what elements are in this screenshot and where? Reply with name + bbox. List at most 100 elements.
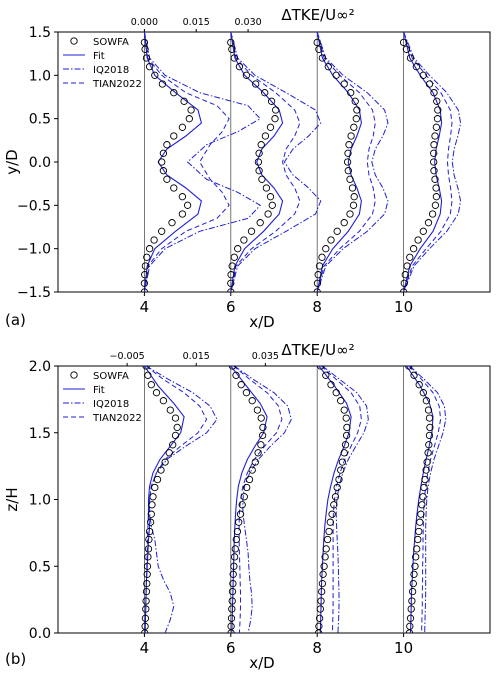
sowfa-point-x4 xyxy=(142,597,150,605)
sowfa-point-x10 xyxy=(400,279,408,287)
sowfa-point-x8 xyxy=(327,381,335,389)
sowfa-point-x10 xyxy=(406,614,415,622)
sowfa-point-x6 xyxy=(227,279,235,287)
sowfa-point-x4 xyxy=(180,97,188,105)
sowfa-point-x8 xyxy=(338,458,347,466)
sowfa-point-x8 xyxy=(317,597,325,605)
sowfa-point-x8 xyxy=(337,466,345,474)
sowfa-point-x8 xyxy=(340,219,348,227)
sowfa-point-x8 xyxy=(353,106,361,114)
sowfa-point-x4 xyxy=(144,553,152,561)
panel-label: (a) xyxy=(5,311,26,329)
x-tick-label: 6 xyxy=(226,639,236,657)
sowfa-point-x8 xyxy=(316,605,324,613)
sowfa-point-x8 xyxy=(340,406,348,414)
sowfa-point-x8 xyxy=(323,535,332,544)
sowfa-point-x4 xyxy=(173,423,181,432)
y-axis-label: y/D xyxy=(3,149,21,174)
sowfa-point-x8 xyxy=(315,45,323,53)
x-tick-label: 8 xyxy=(312,639,322,657)
sowfa-point-x6 xyxy=(258,175,266,183)
sowfa-point-x10 xyxy=(407,605,415,613)
sowfa-point-x4 xyxy=(161,458,169,466)
sowfa-point-x8 xyxy=(333,483,341,492)
sowfa-point-x8 xyxy=(347,89,355,97)
sowfa-point-x10 xyxy=(405,629,414,633)
sowfa-point-x4 xyxy=(185,115,193,123)
sowfa-point-x4 xyxy=(171,414,180,422)
sowfa-point-x8 xyxy=(344,167,352,175)
sowfa-point-x10 xyxy=(417,510,425,518)
sowfa-point-x8 xyxy=(343,158,352,166)
sowfa-point-x6 xyxy=(228,366,237,370)
sowfa-point-x4 xyxy=(143,562,152,570)
sowfa-point-x6 xyxy=(237,381,245,389)
sowfa-point-x4 xyxy=(144,371,152,379)
sowfa-point-x4 xyxy=(163,175,171,183)
sowfa-point-x4 xyxy=(145,535,153,544)
chart-panel-a: 4 6 8 10 −1.5 −1.0 −0.5 0.0 0.5 1.0 1.5 0.000 0.015 0… xyxy=(3,6,491,331)
sowfa-point-x6 xyxy=(228,597,236,605)
sowfa-point-x10 xyxy=(434,106,442,114)
sowfa-point-x10 xyxy=(425,80,434,88)
sowfa-point-x8 xyxy=(330,501,338,509)
panel-label: (b) xyxy=(5,650,26,668)
sowfa-point-x8 xyxy=(318,587,326,596)
sowfa-point-x4 xyxy=(157,466,165,474)
legend-marker-sowfa xyxy=(70,371,78,379)
sowfa-point-x8 xyxy=(319,570,327,578)
sowfa-point-x6 xyxy=(254,158,263,166)
sowfa-point-x10 xyxy=(415,381,423,389)
sowfa-point-x10 xyxy=(425,441,433,449)
sowfa-point-x6 xyxy=(255,149,263,157)
sowfa-point-x4 xyxy=(146,518,155,526)
y-tick-label: 1.5 xyxy=(29,426,51,442)
sowfa-point-x8 xyxy=(352,115,360,123)
x-tick-label: 4 xyxy=(140,639,150,657)
sowfa-point-x4 xyxy=(142,54,151,62)
sowfa-point-x6 xyxy=(230,54,238,62)
fit-line-x4 xyxy=(143,32,203,292)
fit-line-x6 xyxy=(230,366,268,633)
sowfa-point-x8 xyxy=(320,562,328,570)
sowfa-point-x4 xyxy=(143,253,151,261)
sowfa-point-x4 xyxy=(153,475,162,484)
sowfa-point-x8 xyxy=(351,97,359,105)
sowfa-point-x8 xyxy=(318,54,327,62)
sowfa-point-x10 xyxy=(430,158,438,166)
legend-label: TIAN2022 xyxy=(92,413,142,424)
sowfa-point-x8 xyxy=(346,175,354,183)
sowfa-point-x10 xyxy=(422,466,430,474)
sowfa-point-x4 xyxy=(149,493,157,501)
sowfa-point-x6 xyxy=(268,201,276,209)
y-tick-label: 0.0 xyxy=(29,155,51,171)
iq2018-line-x10 xyxy=(403,32,462,292)
sowfa-point-x6 xyxy=(227,629,235,633)
sowfa-point-x8 xyxy=(350,123,358,131)
chart-title: ΔTKE/U∞² xyxy=(281,6,354,24)
sowfa-point-x4 xyxy=(159,397,168,405)
sowfa-point-x6 xyxy=(238,501,246,509)
tian2022-line-x10 xyxy=(403,32,453,292)
sowfa-point-x4 xyxy=(145,63,154,71)
sowfa-point-x8 xyxy=(321,553,329,561)
sowfa-point-x10 xyxy=(409,245,418,253)
sowfa-point-x8 xyxy=(348,184,357,192)
sowfa-point-x6 xyxy=(232,371,240,379)
legend-label: TIAN2022 xyxy=(92,79,142,90)
sowfa-point-x6 xyxy=(235,63,244,71)
sowfa-point-x10 xyxy=(419,227,427,235)
sowfa-point-x6 xyxy=(251,458,259,466)
sowfa-point-x8 xyxy=(313,279,322,287)
sowfa-point-x8 xyxy=(332,389,340,397)
sowfa-point-x6 xyxy=(230,253,238,261)
sowfa-point-x8 xyxy=(328,510,336,518)
sowfa-point-x4 xyxy=(144,545,153,553)
sowfa-point-x6 xyxy=(271,115,279,123)
sowfa-point-x10 xyxy=(406,253,414,261)
sowfa-point-x10 xyxy=(431,175,439,183)
sowfa-point-x8 xyxy=(349,201,358,209)
x-tick-label: 4 xyxy=(140,298,150,316)
tian2022-line-x4 xyxy=(143,32,230,292)
sowfa-point-x6 xyxy=(256,219,264,227)
